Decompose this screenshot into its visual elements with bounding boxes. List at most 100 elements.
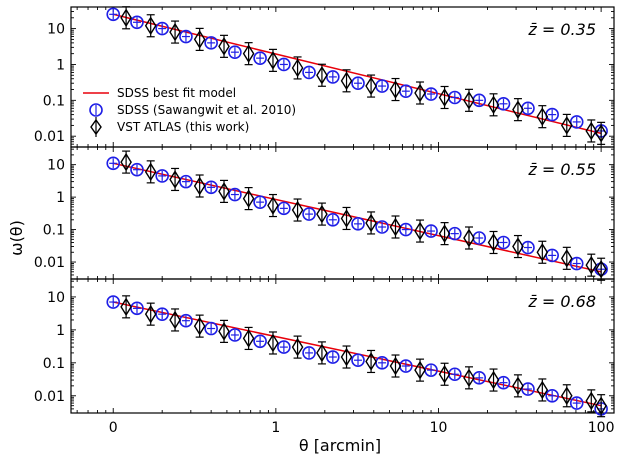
sdss-point	[424, 87, 438, 101]
vst-point	[595, 121, 607, 145]
sdss-point	[106, 295, 121, 309]
vst-point	[463, 366, 475, 390]
sdss-marker	[130, 162, 144, 177]
sdss-point	[351, 217, 365, 231]
y-axis-label: ω(θ)	[7, 220, 26, 256]
vst-marker	[463, 368, 475, 388]
vst-point	[438, 362, 451, 386]
vst-point	[242, 326, 255, 351]
sdss-point	[155, 169, 169, 183]
x-tick-label: 10	[430, 420, 448, 436]
sdss-marker	[155, 169, 169, 183]
vst-point	[463, 88, 475, 112]
vst-point	[487, 93, 500, 117]
vst-point	[414, 81, 426, 105]
panel-label: z̄ = 0.55	[527, 160, 596, 179]
vst-marker	[585, 391, 598, 411]
vst-point	[389, 215, 402, 239]
vst-point	[193, 314, 206, 338]
vst-marker	[267, 333, 279, 353]
sdss-marker	[253, 195, 267, 209]
vst-marker	[414, 221, 426, 241]
vst-marker	[463, 91, 475, 110]
y-tick-label: 0.1	[43, 223, 65, 239]
vst-point	[585, 119, 598, 143]
vst-marker	[512, 376, 524, 396]
vst-point	[389, 354, 402, 378]
y-tick-label: 0.1	[43, 93, 65, 109]
sdss-point	[204, 180, 218, 195]
vst-marker	[414, 83, 426, 103]
vst-point	[144, 14, 157, 38]
sdss-marker	[326, 70, 340, 84]
x-tick-label: 1	[271, 420, 280, 436]
sdss-marker	[179, 174, 193, 189]
sdss-marker	[569, 396, 584, 410]
vst-marker	[144, 304, 157, 324]
vst-point	[193, 174, 206, 198]
vst-point	[242, 42, 255, 66]
vst-marker	[120, 152, 132, 172]
sdss-marker	[351, 353, 365, 368]
sdss-marker	[496, 235, 511, 250]
vst-point	[512, 374, 524, 398]
sdss-point	[253, 195, 267, 209]
vst-point	[512, 234, 524, 259]
sdss-point	[155, 21, 169, 36]
vst-marker	[291, 337, 304, 357]
x-tick-label: 100	[588, 420, 615, 436]
vst-point	[267, 193, 279, 218]
vst-marker	[536, 107, 549, 127]
vst-point	[340, 345, 353, 369]
vst-marker	[291, 58, 304, 78]
vst-marker	[585, 121, 598, 141]
vst-point	[120, 295, 132, 319]
sdss-point	[496, 97, 511, 111]
vst-marker	[512, 100, 524, 119]
sdss-point	[179, 29, 193, 44]
vst-point	[438, 222, 451, 246]
sdss-marker	[228, 328, 242, 342]
sdss-point	[472, 371, 487, 385]
vst-point	[438, 85, 451, 110]
vst-point	[585, 253, 598, 277]
vst-point	[169, 20, 181, 44]
vst-marker	[340, 209, 353, 228]
vst-point	[560, 246, 573, 270]
sdss-point	[472, 231, 487, 245]
vst-marker	[487, 370, 500, 390]
sdss-point	[253, 334, 267, 349]
vst-point	[536, 240, 549, 264]
vst-marker	[316, 204, 328, 224]
sdss-point	[496, 375, 511, 390]
sdss-marker	[204, 36, 218, 50]
y-tick-label: 0.1	[43, 356, 65, 372]
sdss-marker	[277, 340, 291, 354]
sdss-point	[130, 162, 144, 177]
sdss-point	[228, 45, 242, 59]
sdss-point	[351, 76, 365, 91]
sdss-marker	[130, 15, 144, 30]
sdss-point	[448, 90, 462, 105]
vst-marker	[340, 347, 353, 367]
vst-marker	[536, 380, 549, 400]
sdss-marker	[106, 156, 121, 171]
sdss-marker	[326, 213, 340, 227]
vst-marker	[595, 124, 607, 143]
sdss-marker	[204, 321, 218, 336]
vst-point	[595, 257, 607, 281]
sdss-marker	[204, 180, 218, 195]
sdss-marker	[106, 7, 121, 22]
y-tick-label: 10	[47, 290, 65, 306]
sdss-marker	[326, 350, 340, 364]
vst-point	[169, 167, 181, 192]
vst-marker	[414, 360, 426, 380]
sdss-point	[326, 70, 340, 84]
vst-marker	[560, 249, 573, 268]
vst-point	[595, 394, 607, 418]
vst-point	[120, 6, 132, 30]
vst-marker	[560, 116, 573, 135]
vst-marker	[218, 182, 230, 201]
vst-point	[560, 384, 573, 408]
vst-point	[463, 226, 475, 250]
